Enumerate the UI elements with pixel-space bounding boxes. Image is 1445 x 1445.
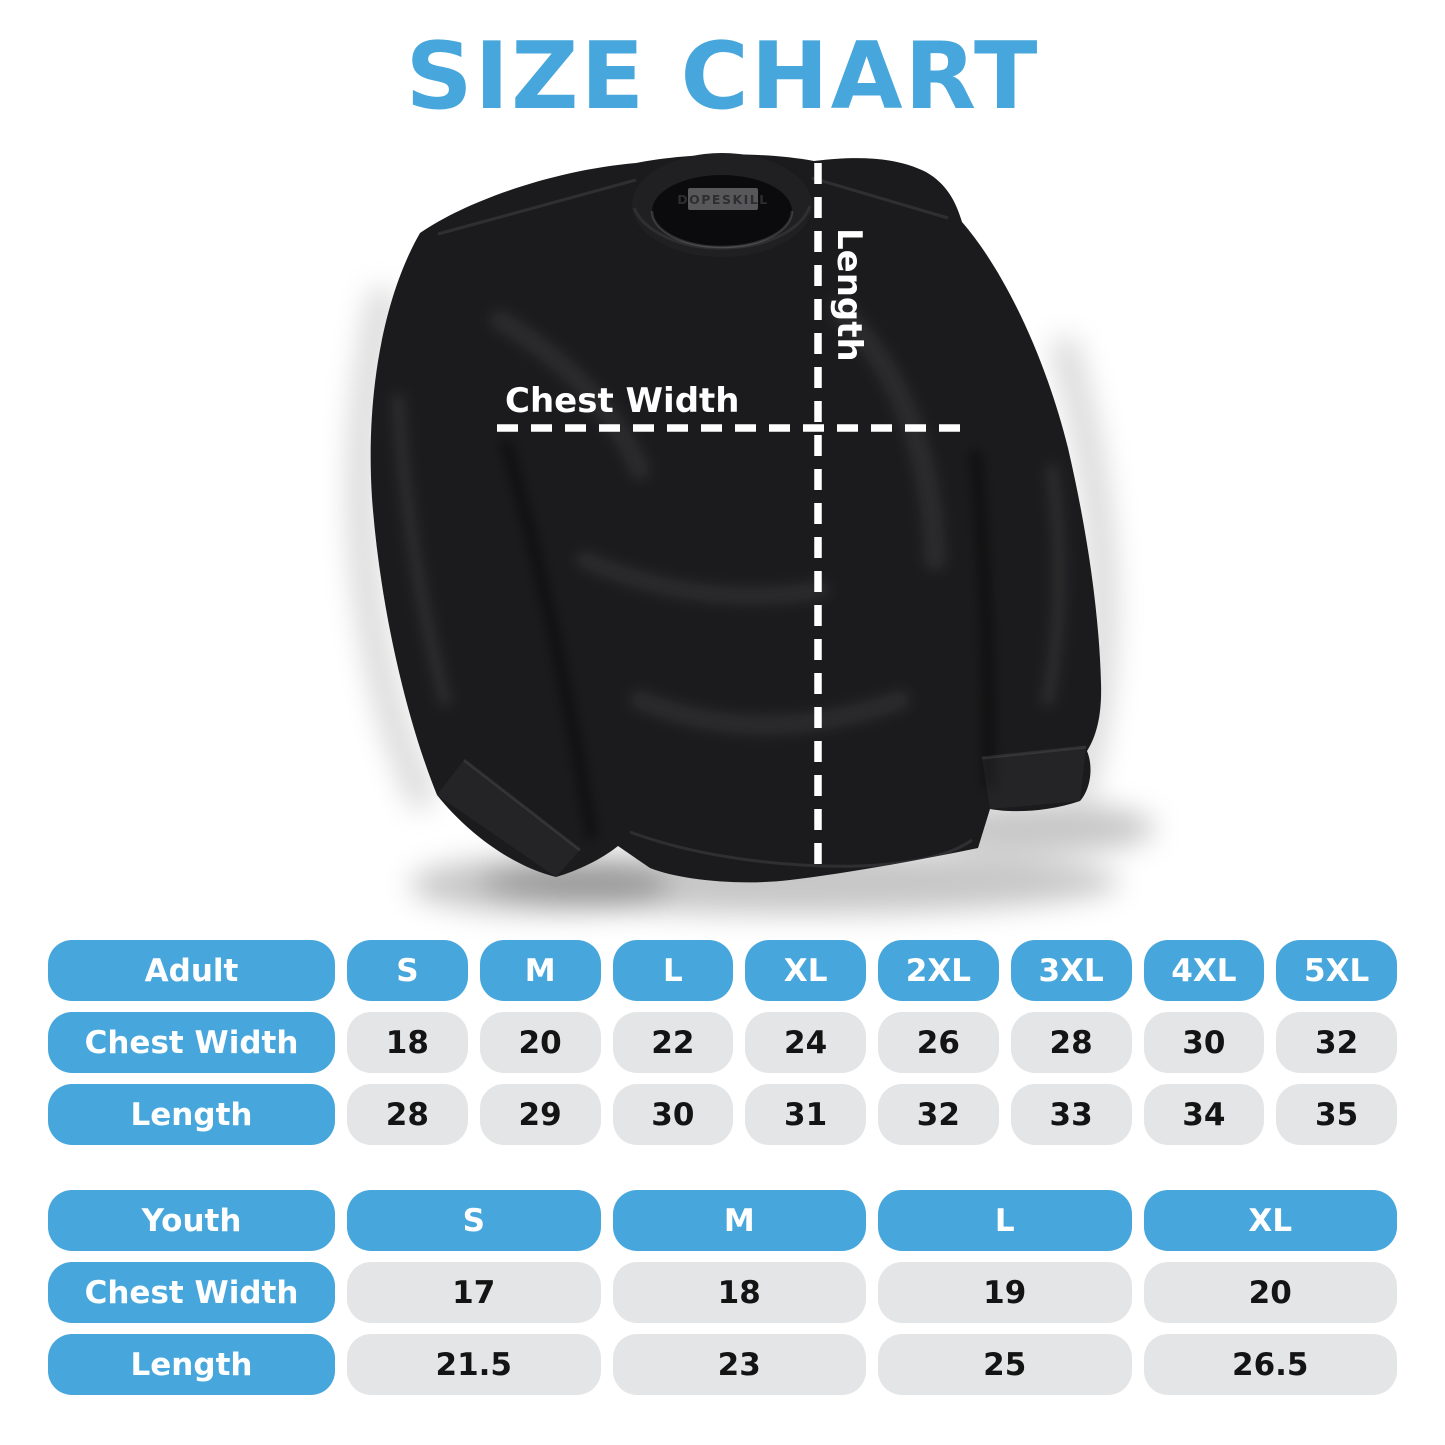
size-value: 26 [878,1012,999,1073]
size-value: 33 [1010,1084,1132,1145]
group-header-youth: Youth [48,1190,335,1251]
right-cuff-band [982,747,1086,809]
collar: DOPESKILL [632,153,812,257]
size-column-header: L [612,940,734,1001]
size-value: 22 [612,1012,734,1073]
size-column-header: 2XL [878,940,999,1001]
size-column-header: XL [745,940,866,1001]
left-shoulder-seam [437,178,637,236]
size-value: 23 [612,1334,866,1395]
size-value: 18 [347,1012,468,1073]
size-column-header: 4XL [1143,940,1265,1001]
size-value: 25 [878,1334,1132,1395]
size-column-header: S [347,940,468,1001]
row-label: Chest Width [48,1262,335,1323]
size-column-header: XL [1143,1190,1397,1251]
size-column-header: S [347,1190,601,1251]
size-value: 30 [612,1084,734,1145]
group-header-adult: Adult [48,940,335,1001]
size-value: 20 [1143,1262,1397,1323]
row-label: Length [48,1084,335,1145]
length-label: Length [829,228,869,362]
size-table-youth: Youth S M L XL Chest Width 17 18 19 20 Length 21.5 2… [48,1190,1397,1395]
size-value: 24 [745,1012,866,1073]
size-table-adult: Adult S M L XL 2XL 3XL 4XL 5XL Chest Width 18 20 22 2… [48,940,1397,1145]
size-value: 19 [878,1262,1132,1323]
right-shoulder-seam [811,176,949,220]
size-column-header: 5XL [1276,940,1397,1001]
long-sleeve-shirt-illustration: DOPESKILL Chest Width Length [348,153,1155,914]
row-label: Length [48,1334,335,1395]
left-cuff-band [437,760,580,877]
shirt-shadow [348,286,1155,914]
shirt: DOPESKILL [370,153,1102,883]
row-label: Chest Width [48,1012,335,1073]
size-value: 30 [1143,1012,1265,1073]
brand-tag-label: DOPESKILL [677,192,768,207]
size-column-header: L [878,1190,1132,1251]
brand-tag [688,188,758,210]
size-value: 18 [612,1262,866,1323]
fabric-highlights [391,299,1067,839]
shirt-measurement-diagram: DOPESKILL Chest Width Length [0,140,1445,940]
left-cuff-seam [463,758,581,852]
size-value: 32 [1276,1012,1397,1073]
size-tables: Adult S M L XL 2XL 3XL 4XL 5XL Chest Width 18 20 22 2… [48,940,1397,1395]
size-value: 17 [347,1262,601,1323]
size-value: 28 [347,1084,468,1145]
right-cuff-seam [981,745,1087,760]
size-value: 21.5 [347,1334,601,1395]
size-value: 32 [878,1084,999,1145]
page-title: SIZE CHART [405,22,1040,130]
size-value: 34 [1143,1084,1265,1145]
size-value: 35 [1276,1084,1397,1145]
size-value: 26.5 [1143,1334,1397,1395]
size-column-header: M [612,1190,866,1251]
size-value: 29 [479,1084,601,1145]
size-column-header: M [479,940,601,1001]
size-column-header: 3XL [1010,940,1132,1001]
size-value: 31 [745,1084,866,1145]
shirt-silhouette [370,154,1102,883]
size-value: 28 [1010,1012,1132,1073]
hem-seam [629,830,973,868]
chest-width-label: Chest Width [505,381,740,421]
size-value: 20 [479,1012,601,1073]
